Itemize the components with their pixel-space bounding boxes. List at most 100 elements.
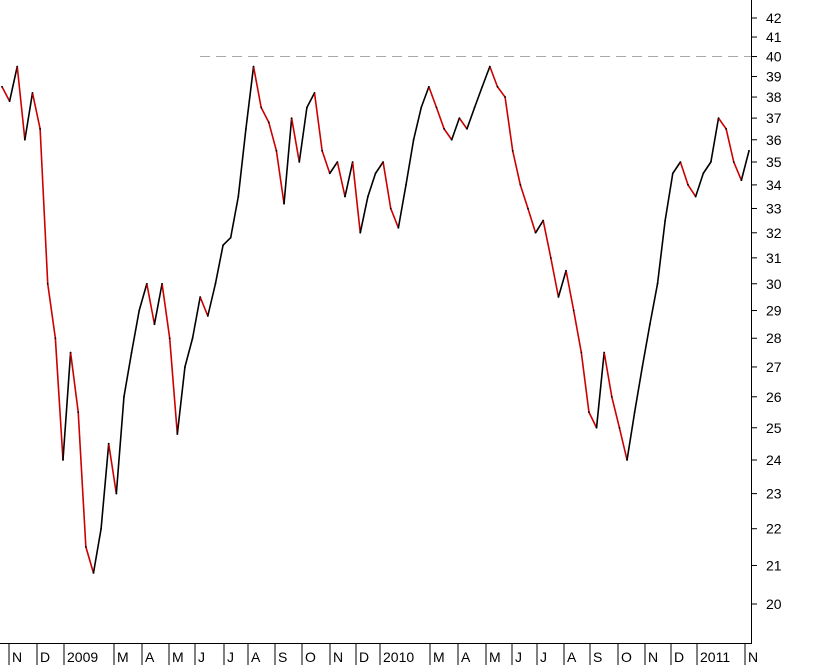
data-point <box>557 296 560 298</box>
price-segment <box>641 324 651 368</box>
price-segment <box>298 107 308 163</box>
data-point <box>664 219 667 222</box>
price-segment <box>412 107 423 140</box>
data-point <box>54 337 57 340</box>
price-segment <box>344 161 354 197</box>
data-point <box>359 231 362 234</box>
y-tick-label: 39 <box>766 69 782 85</box>
price-segment <box>77 412 87 547</box>
price-segment <box>260 107 270 123</box>
price-segment <box>580 352 590 413</box>
price-segment <box>649 283 659 325</box>
data-point <box>191 337 194 340</box>
price-segment <box>702 161 712 174</box>
price-segment <box>313 92 323 151</box>
price-segment <box>207 283 217 317</box>
price-segment <box>199 296 209 317</box>
data-point <box>572 309 575 312</box>
y-tick-label: 35 <box>766 154 782 170</box>
data-point <box>732 161 735 163</box>
data-point <box>115 492 118 495</box>
data-point <box>633 411 636 414</box>
price-segment <box>153 283 163 325</box>
data-point <box>527 207 529 210</box>
price-segment <box>428 86 438 108</box>
y-tick-label: 20 <box>766 596 782 612</box>
data-point <box>473 106 476 109</box>
price-segment <box>359 196 369 233</box>
x-tick-label: 2011 <box>700 649 730 665</box>
data-point <box>725 127 728 130</box>
data-point <box>184 366 186 368</box>
data-point <box>709 161 712 163</box>
data-point <box>435 106 438 109</box>
data-point <box>229 236 232 239</box>
data-point <box>168 337 171 340</box>
price-segment <box>504 96 514 151</box>
data-point <box>290 117 293 120</box>
data-point <box>39 127 42 130</box>
data-point <box>206 315 209 317</box>
data-point <box>107 442 110 445</box>
price-segment <box>374 161 384 174</box>
price-segment <box>46 283 57 339</box>
price-segment <box>252 66 262 108</box>
x-tick-label: O <box>621 649 632 665</box>
price-segment <box>435 107 445 130</box>
x-tick-label: M <box>117 649 129 665</box>
x-tick-label: M <box>172 649 184 665</box>
price-segment <box>572 310 583 353</box>
data-point <box>275 149 278 152</box>
data-point <box>153 323 156 326</box>
data-point <box>389 207 392 210</box>
price-segment <box>489 66 499 88</box>
data-point <box>641 366 644 368</box>
price-segment <box>161 283 171 339</box>
price-segment <box>550 257 560 298</box>
data-point <box>466 127 468 130</box>
price-segment <box>565 270 575 311</box>
data-point <box>687 184 689 186</box>
price-segment <box>473 86 483 108</box>
price-segment <box>16 66 26 140</box>
price-segment <box>92 528 102 574</box>
price-segment <box>62 352 72 461</box>
data-point <box>694 195 697 198</box>
price-segment <box>39 128 49 284</box>
x-tick-label: J <box>198 649 205 665</box>
x-tick-layer: N D 2009 M A M J J A S O N D 2010 M A M J J A S O N D 2011 N <box>8 643 758 665</box>
price-segment <box>420 86 430 108</box>
price-segment <box>275 150 285 204</box>
data-point <box>92 572 95 574</box>
y-tick-label: 37 <box>766 110 782 126</box>
data-point <box>8 100 11 103</box>
data-point <box>450 138 453 141</box>
data-point <box>534 231 537 234</box>
data-point <box>618 426 621 429</box>
data-point <box>46 282 49 285</box>
data-point <box>222 244 224 247</box>
axis-layer <box>0 0 752 644</box>
data-point <box>603 351 606 354</box>
price-segment <box>534 220 544 234</box>
data-point <box>336 161 339 163</box>
y-tick-label: 21 <box>766 557 782 573</box>
price-segment <box>336 161 346 197</box>
y-tick-label: 28 <box>766 330 782 346</box>
data-point <box>748 149 750 152</box>
data-point <box>123 395 125 398</box>
y-tick-label: 38 <box>766 89 782 105</box>
price-segment <box>268 122 278 152</box>
data-point <box>298 161 301 163</box>
data-point <box>671 172 674 175</box>
data-point <box>100 527 102 530</box>
price-segment <box>405 139 415 186</box>
price-segment <box>481 66 491 88</box>
price-segment <box>184 338 194 368</box>
price-segment <box>290 117 301 163</box>
y-tick-label: 34 <box>766 177 782 193</box>
data-point <box>252 65 255 68</box>
data-point <box>283 202 285 205</box>
price-segment <box>611 396 621 428</box>
data-point <box>488 65 491 68</box>
